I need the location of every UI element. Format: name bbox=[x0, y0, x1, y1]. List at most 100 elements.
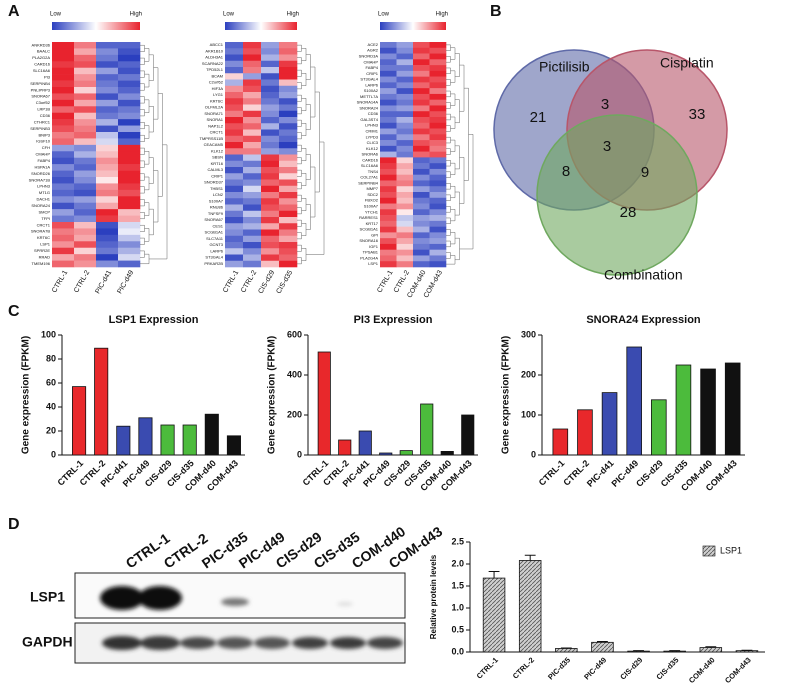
row-label: LSP1 bbox=[368, 261, 379, 266]
heat-cell bbox=[225, 223, 244, 230]
heat-cell bbox=[243, 67, 262, 74]
heat-cell bbox=[279, 198, 298, 205]
bar bbox=[482, 577, 506, 653]
column-label: CTRL-2 bbox=[240, 269, 258, 294]
heat-cell bbox=[96, 189, 119, 197]
heat-cell bbox=[225, 248, 244, 255]
heat-cell bbox=[279, 229, 298, 237]
dendrogram bbox=[140, 44, 145, 52]
heat-cell bbox=[225, 235, 244, 243]
row-label: CALML3 bbox=[207, 167, 223, 172]
heat-cell bbox=[96, 170, 119, 178]
heat-cell bbox=[396, 232, 414, 239]
dendrogram bbox=[140, 199, 145, 207]
heat-cell bbox=[396, 180, 414, 187]
heat-cell bbox=[74, 87, 97, 94]
heat-cell bbox=[396, 70, 414, 77]
heat-cell bbox=[413, 192, 430, 199]
dendrogram bbox=[297, 182, 302, 190]
venn-count: 3 bbox=[603, 138, 611, 155]
heat-cell bbox=[279, 142, 298, 149]
heat-cell bbox=[413, 93, 430, 100]
heat-cell bbox=[243, 73, 262, 80]
dendrogram bbox=[140, 237, 145, 245]
y-tick-label: 1.0 bbox=[451, 602, 464, 612]
row-label: LYG1 bbox=[213, 92, 224, 97]
row-label: KRT16 bbox=[211, 161, 224, 166]
dendrogram bbox=[446, 206, 451, 213]
row-label: FABP4 bbox=[366, 65, 379, 70]
row-label: SMCP bbox=[38, 209, 50, 214]
heat-cell bbox=[413, 105, 430, 112]
heat-cell bbox=[429, 134, 447, 141]
heat-cell bbox=[413, 42, 430, 49]
bar bbox=[204, 413, 219, 456]
heat-cell bbox=[225, 42, 244, 49]
dendrogram bbox=[455, 99, 460, 124]
dendrogram bbox=[446, 217, 451, 224]
heat-cell bbox=[118, 260, 141, 268]
heat-cell bbox=[118, 157, 141, 165]
y-tick-label: 0 bbox=[51, 449, 56, 459]
heat-cell bbox=[74, 170, 97, 178]
heat-cell bbox=[396, 203, 414, 210]
heat-cell bbox=[380, 88, 397, 95]
column-label: PIC-d49 bbox=[116, 269, 135, 295]
heat-cell bbox=[118, 170, 141, 178]
heat-cell bbox=[74, 196, 97, 204]
heat-cell bbox=[429, 220, 447, 227]
heat-cell bbox=[96, 61, 119, 69]
heat-cell bbox=[429, 186, 447, 193]
row-label: TNS4 bbox=[368, 169, 379, 174]
row-label: C2orf62 bbox=[209, 80, 224, 85]
heat-cell bbox=[118, 209, 141, 216]
venn-count: 21 bbox=[530, 109, 547, 126]
heat-cell bbox=[279, 154, 298, 162]
heat-cell bbox=[118, 151, 141, 159]
dendrogram bbox=[446, 240, 451, 248]
blot-row-label: LSP1 bbox=[30, 589, 65, 605]
row-label: BAALC bbox=[37, 49, 50, 54]
bar bbox=[461, 414, 475, 456]
row-label: GPI bbox=[371, 232, 378, 237]
heat-cell bbox=[413, 134, 430, 141]
heat-cell bbox=[261, 229, 280, 237]
heat-cell bbox=[243, 167, 262, 174]
heat-cell bbox=[429, 232, 447, 239]
y-tick-label: 0.5 bbox=[451, 624, 464, 634]
dendrogram bbox=[446, 183, 451, 190]
chart-title: LSP1 Expression bbox=[109, 314, 199, 326]
dendrogram bbox=[450, 116, 456, 129]
bar bbox=[577, 409, 593, 456]
heat-cell bbox=[243, 104, 262, 112]
heat-cell bbox=[279, 210, 298, 218]
dendrogram bbox=[140, 186, 145, 194]
heat-cell bbox=[261, 110, 280, 118]
dendrogram bbox=[310, 166, 316, 218]
row-label: SPRR2E bbox=[34, 248, 50, 253]
heat-cell bbox=[96, 228, 119, 236]
heat-cell bbox=[396, 215, 414, 222]
heat-cell bbox=[52, 215, 75, 223]
heat-cell bbox=[261, 167, 280, 174]
heat-cell bbox=[429, 174, 447, 181]
y-tick-label: 100 bbox=[521, 409, 536, 419]
dendrogram bbox=[450, 232, 456, 245]
heat-cell bbox=[118, 87, 141, 94]
dendrogram bbox=[140, 96, 145, 104]
bar bbox=[358, 430, 372, 456]
heat-cell bbox=[429, 168, 447, 175]
heat-cell bbox=[74, 151, 97, 159]
venn-count: 28 bbox=[620, 204, 637, 221]
heat-cell bbox=[243, 223, 262, 230]
heat-cell bbox=[261, 210, 280, 218]
dendrogram bbox=[140, 57, 145, 65]
dendrogram bbox=[446, 113, 451, 121]
row-label: CLIC3 bbox=[367, 140, 379, 145]
heat-cell bbox=[243, 198, 262, 205]
heat-cell bbox=[225, 98, 244, 105]
dendrogram bbox=[297, 219, 302, 227]
dendrogram bbox=[297, 82, 302, 90]
row-label: SCARNA22 bbox=[202, 61, 224, 66]
row-label: CFH bbox=[42, 145, 50, 150]
